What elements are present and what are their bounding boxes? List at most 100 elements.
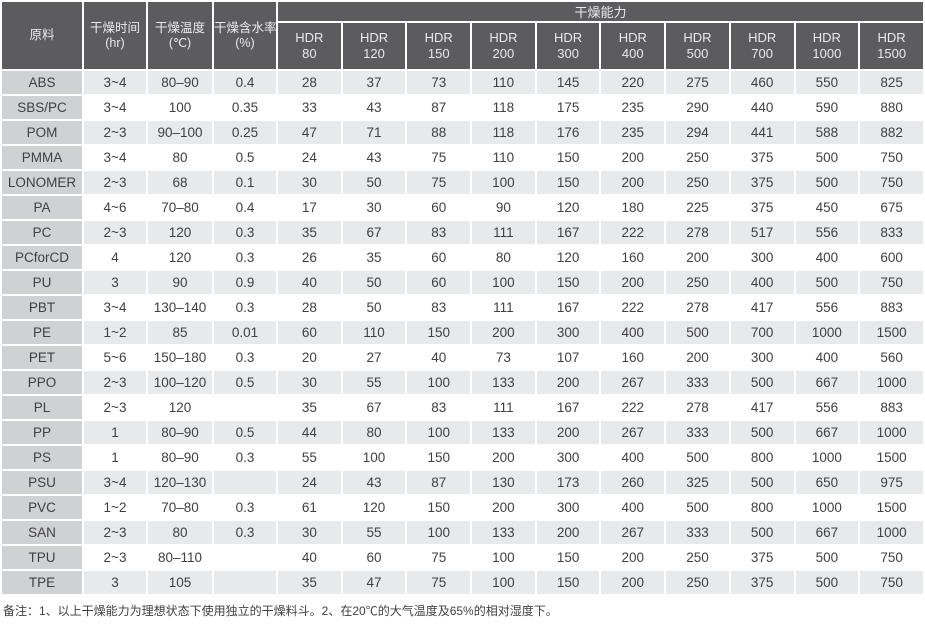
capacity-cell-hdr-80: 35 <box>278 571 341 594</box>
capacity-cell-hdr-1000: 590 <box>795 96 859 119</box>
capacity-cell-hdr-80: 60 <box>278 321 341 344</box>
capacity-cell-hdr-400: 200 <box>601 146 665 169</box>
dry-time-cell: 1~2 <box>84 321 146 344</box>
capacity-cell-hdr-300: 150 <box>536 271 600 294</box>
capacity-cell-hdr-700: 800 <box>730 446 794 469</box>
capacity-cell-hdr-300: 300 <box>536 321 600 344</box>
capacity-cell-hdr-1000: 550 <box>795 71 859 94</box>
capacity-cell-hdr-80: 28 <box>278 296 341 319</box>
capacity-cell-hdr-500: 275 <box>666 71 729 94</box>
capacity-cell-hdr-80: 24 <box>278 146 341 169</box>
capacity-cell-hdr-1500: 1500 <box>860 496 923 519</box>
col-header-dry-time: 干燥时间 (hr) <box>84 2 146 69</box>
material-cell: PCforCD <box>2 246 82 269</box>
capacity-cell-hdr-400: 400 <box>601 496 665 519</box>
dry-temp-cell: 85 <box>148 321 212 344</box>
dry-temp-cell: 80–90 <box>148 421 212 444</box>
capacity-cell-hdr-500: 200 <box>666 346 729 369</box>
capacity-cell-hdr-1000: 1000 <box>795 496 859 519</box>
capacity-cell-hdr-500: 278 <box>666 396 729 419</box>
capacity-cell-hdr-150: 75 <box>407 171 471 194</box>
capacity-cell-hdr-120: 43 <box>342 96 406 119</box>
capacity-cell-hdr-300: 145 <box>536 71 600 94</box>
capacity-cell-hdr-200: 100 <box>472 546 535 569</box>
capacity-cell-hdr-300: 167 <box>536 296 600 319</box>
capacity-cell-hdr-150: 100 <box>407 371 471 394</box>
capacity-cell-hdr-400: 200 <box>601 171 665 194</box>
dry-temp-cell: 70–80 <box>148 196 212 219</box>
capacity-cell-hdr-1500: 750 <box>860 571 923 594</box>
capacity-cell-hdr-500: 225 <box>666 196 729 219</box>
capacity-cell-hdr-120: 60 <box>342 546 406 569</box>
capacity-cell-hdr-1500: 883 <box>860 396 923 419</box>
capacity-cell-hdr-80: 30 <box>278 521 341 544</box>
material-cell: PP <box>2 421 82 444</box>
capacity-cell-hdr-700: 375 <box>730 196 794 219</box>
capacity-cell-hdr-400: 160 <box>601 346 665 369</box>
dry-temp-cell: 105 <box>148 571 212 594</box>
capacity-cell-hdr-700: 375 <box>730 571 794 594</box>
capacity-cell-hdr-120: 55 <box>342 371 406 394</box>
material-cell: PPO <box>2 371 82 394</box>
capacity-cell-hdr-80: 47 <box>278 121 341 144</box>
capacity-cell-hdr-150: 150 <box>407 321 471 344</box>
capacity-cell-hdr-300: 200 <box>536 421 600 444</box>
dry-time-cell: 2~3 <box>84 121 146 144</box>
capacity-cell-hdr-80: 40 <box>278 271 341 294</box>
capacity-cell-hdr-400: 220 <box>601 71 665 94</box>
dry-time-cell: 3 <box>84 271 146 294</box>
capacity-cell-hdr-120: 43 <box>342 471 406 494</box>
moisture-cell: 0.3 <box>214 446 276 469</box>
dry-temp-cell: 120–130 <box>148 471 212 494</box>
header-row-hdr-models: HDR 80 HDR 120 HDR 150 HDR 200 HDR 300 HDR 400 HDR 50… <box>2 23 923 69</box>
material-cell: PL <box>2 396 82 419</box>
capacity-cell-hdr-150: 75 <box>407 546 471 569</box>
dry-temp-cell: 130–140 <box>148 296 212 319</box>
drying-capacity-table: 原料 干燥时间 (hr) 干燥温度 (℃) 干燥含水率 (%) 干燥能力 HDR… <box>2 2 923 594</box>
moisture-cell: 0.3 <box>214 221 276 244</box>
capacity-cell-hdr-1000: 400 <box>795 246 859 269</box>
capacity-cell-hdr-80: 40 <box>278 546 341 569</box>
capacity-cell-hdr-1000: 500 <box>795 146 859 169</box>
dry-time-cell: 2~3 <box>84 371 146 394</box>
table-row-lonomer: LONOMER 2~3 68 0.1 30 50 75 100 150 200 250 375 500 7… <box>2 171 923 194</box>
capacity-cell-hdr-80: 26 <box>278 246 341 269</box>
capacity-cell-hdr-500: 325 <box>666 471 729 494</box>
capacity-cell-hdr-400: 180 <box>601 196 665 219</box>
capacity-cell-hdr-200: 133 <box>472 521 535 544</box>
capacity-cell-hdr-200: 111 <box>472 221 535 244</box>
moisture-cell: 0.9 <box>214 271 276 294</box>
capacity-cell-hdr-1500: 750 <box>860 171 923 194</box>
capacity-cell-hdr-150: 75 <box>407 571 471 594</box>
table-row-ppo: PPO 2~3 100–120 0.5 30 55 100 133 200 267 333 500 66… <box>2 371 923 394</box>
dry-time-cell: 2~3 <box>84 221 146 244</box>
material-cell: TPE <box>2 571 82 594</box>
material-cell: ABS <box>2 71 82 94</box>
capacity-cell-hdr-1500: 750 <box>860 146 923 169</box>
capacity-cell-hdr-1500: 600 <box>860 246 923 269</box>
moisture-cell: 0.4 <box>214 71 276 94</box>
capacity-cell-hdr-80: 55 <box>278 446 341 469</box>
dry-temp-cell: 90–100 <box>148 121 212 144</box>
material-cell: PBT <box>2 296 82 319</box>
material-cell: PMMA <box>2 146 82 169</box>
dry-time-cell: 3~4 <box>84 471 146 494</box>
capacity-cell-hdr-300: 175 <box>536 96 600 119</box>
capacity-cell-hdr-1500: 560 <box>860 346 923 369</box>
dry-temp-cell: 120 <box>148 246 212 269</box>
header-row-top: 原料 干燥时间 (hr) 干燥温度 (℃) 干燥含水率 (%) 干燥能力 <box>2 2 923 69</box>
capacity-cell-hdr-700: 517 <box>730 221 794 244</box>
capacity-cell-hdr-400: 222 <box>601 296 665 319</box>
capacity-cell-hdr-500: 250 <box>666 546 729 569</box>
col-header-moisture: 干燥含水率 (%) <box>214 2 276 69</box>
col-header-dry-temp-line2: (℃) <box>168 35 192 50</box>
capacity-cell-hdr-150: 100 <box>407 421 471 444</box>
capacity-cell-hdr-700: 375 <box>730 171 794 194</box>
capacity-cell-hdr-1500: 1000 <box>860 421 923 444</box>
col-header-moisture-line2: (%) <box>235 35 255 50</box>
table-row-ps: PS 1 80–90 0.3 55 100 150 200 300 400 500 800 1000 15… <box>2 446 923 469</box>
dry-time-cell: 5~6 <box>84 346 146 369</box>
capacity-cell-hdr-700: 417 <box>730 396 794 419</box>
col-header-dry-time-line2: (hr) <box>105 35 125 50</box>
